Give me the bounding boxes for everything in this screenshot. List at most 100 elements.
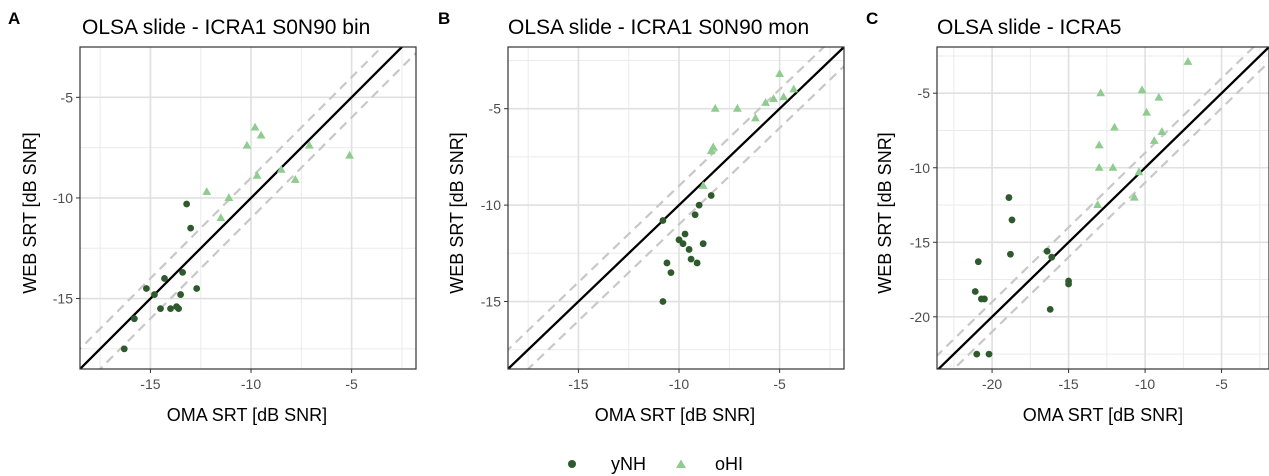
x-tick-label: -10 [241, 376, 261, 392]
data-point-ynh [130, 315, 138, 323]
panel-c-plot: -20 -15 -10 -5 -20 -15 -10 -5 [910, 46, 1269, 392]
legend-ohi-label: oHI [715, 454, 743, 474]
data-point-ohi [1183, 57, 1193, 65]
data-point-ohi [1093, 200, 1103, 209]
data-point-ynh [685, 246, 693, 253]
data-point-ynh [161, 275, 168, 282]
data-point-ohi [775, 69, 785, 77]
data-point-ynh [659, 298, 667, 305]
data-point-ynh [179, 269, 187, 276]
data-point-ohi [250, 122, 260, 131]
panel-b-x-axis-label: OMA SRT [dB SNR] [595, 405, 755, 425]
plot-border [507, 46, 845, 370]
data-point-ynh [695, 201, 703, 209]
data-point-ohi [242, 140, 252, 149]
data-point-ohi [224, 193, 234, 201]
data-point-ohi [698, 181, 708, 189]
y-tick-label: -5 [918, 85, 931, 101]
tolerance-band-line [98, 51, 416, 369]
panel-b-y-axis-label: WEB SRT [dB SNR] [447, 132, 467, 293]
panel-a-plot: -15 -10 -5 -15 -10 -5 [53, 46, 417, 392]
data-point-ynh [151, 291, 158, 298]
x-tick-label: -10 [1135, 376, 1155, 392]
legend-ohi-marker [676, 459, 686, 468]
data-point-ohi [1110, 122, 1119, 131]
x-tick-label: -5 [1215, 376, 1228, 392]
data-point-ohi [276, 164, 286, 173]
x-tick-label: -5 [345, 376, 358, 392]
legend-ynh-label: yNH [611, 454, 646, 474]
identity-line [80, 47, 404, 369]
tolerance-band-line [937, 47, 1256, 358]
data-point-ohi [751, 113, 760, 122]
data-point-ynh [659, 217, 667, 224]
data-point-ohi [732, 103, 742, 112]
data-point-ohi [1137, 85, 1147, 94]
y-tick-label: -10 [53, 190, 73, 206]
data-point-ohi [252, 171, 262, 179]
y-tick-label: -5 [61, 89, 74, 105]
y-tick-label: -20 [910, 309, 930, 325]
data-point-ohi [1096, 88, 1106, 97]
identity-line [937, 47, 1269, 369]
tolerance-band-line [80, 47, 384, 351]
data-point-ynh [1005, 194, 1013, 201]
y-tick-label: -15 [910, 234, 930, 250]
y-tick-label: -10 [481, 197, 501, 213]
data-point-ynh [687, 255, 695, 263]
panel-c: C OLSA slide - ICRA5 -20 -15 -10 -5 -20 -15 -1… [866, 9, 1269, 425]
panel-b-plot: -15 -10 -5 -15 -10 -5 [481, 46, 845, 392]
panel-c-title: OLSA slide - ICRA5 [937, 16, 1121, 39]
panel-c-y-axis-label: WEB SRT [dB SNR] [875, 132, 895, 293]
data-point-ynh [679, 240, 687, 248]
plot-border [936, 46, 1269, 370]
data-point-ynh [167, 305, 174, 313]
panel-b-title: OLSA slide - ICRA1 S0N90 mon [508, 16, 809, 39]
data-point-ynh [1007, 250, 1014, 258]
data-point-ohi [779, 92, 789, 101]
data-point-ynh [981, 295, 988, 303]
data-point-ohi [769, 94, 778, 103]
data-point-ohi [1108, 162, 1118, 171]
data-point-ohi [290, 175, 300, 183]
data-point-ynh [667, 269, 675, 276]
data-point-ynh [1065, 280, 1072, 288]
data-point-ynh [974, 258, 982, 266]
panel-a: A OLSA slide - ICRA1 S0N90 bin -15 -10 -5-… [8, 9, 417, 425]
panel-a-label: A [8, 9, 20, 28]
data-point-ohi [345, 150, 355, 159]
data-point-ohi [1154, 92, 1164, 101]
tolerance-band-line [952, 60, 1269, 369]
legend-ynh-marker [568, 460, 576, 468]
data-point-ynh [175, 305, 182, 313]
data-point-ohi [708, 142, 718, 151]
y-tick-label: -15 [481, 294, 501, 310]
data-point-ohi [761, 98, 770, 106]
data-point-ohi [1129, 192, 1139, 201]
panel-b: B OLSA slide - ICRA1 S0N90 mon -15 -10 -5-… [438, 9, 845, 425]
plot-area [80, 47, 416, 369]
legend: yNH oHI [568, 454, 743, 474]
plot-border [79, 46, 417, 370]
data-point-ynh [1046, 305, 1054, 313]
data-point-ohi [1094, 140, 1104, 149]
panel-c-x-axis-label: OMA SRT [dB SNR] [1023, 405, 1183, 425]
data-point-ynh [1048, 253, 1056, 261]
data-point-ynh [120, 345, 128, 353]
data-point-ynh [157, 305, 164, 313]
data-point-ohi [256, 130, 266, 139]
data-point-ynh [973, 350, 981, 358]
data-point-ohi [1134, 167, 1144, 176]
data-point-ynh [707, 192, 715, 199]
data-point-ohi [216, 213, 226, 222]
x-tick-label: -15 [568, 376, 588, 392]
data-point-ynh [183, 200, 191, 208]
y-tick-label: -5 [489, 101, 502, 117]
x-tick-label: -5 [773, 376, 786, 392]
data-point-ynh [693, 259, 701, 267]
data-point-ynh [1043, 247, 1051, 255]
data-point-ohi [789, 84, 799, 93]
data-point-ohi [1157, 127, 1167, 135]
data-point-ynh [663, 259, 671, 267]
